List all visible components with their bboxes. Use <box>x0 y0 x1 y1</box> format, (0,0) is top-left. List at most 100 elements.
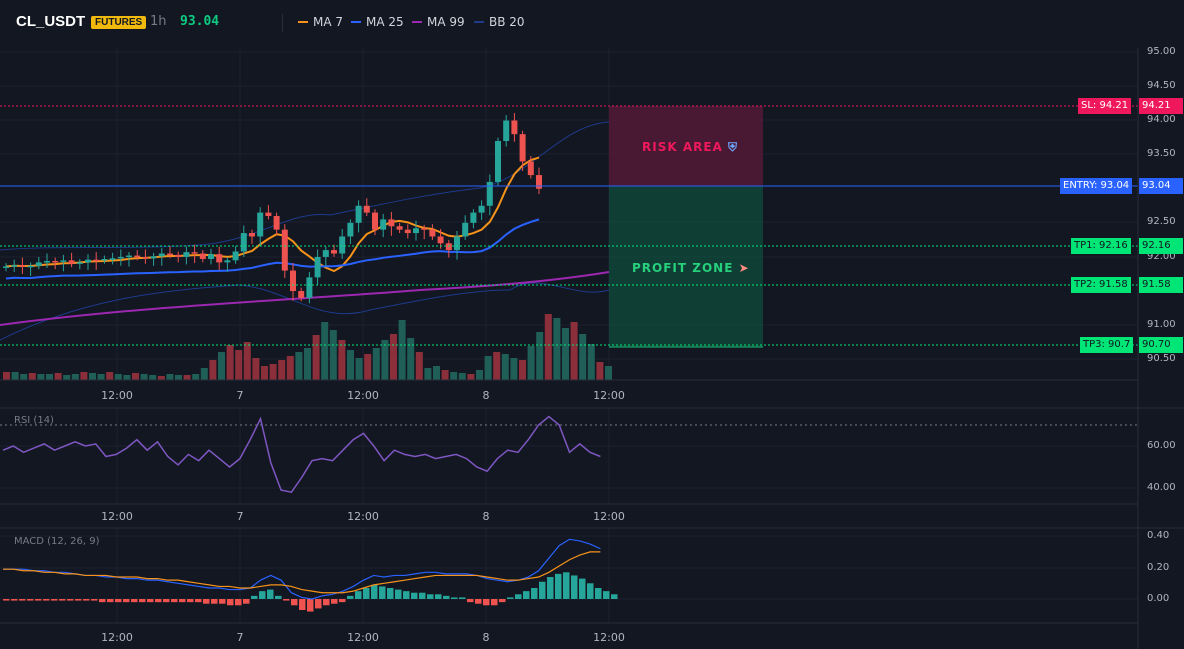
volume-bar <box>458 373 466 380</box>
volume-bar <box>252 358 260 380</box>
legend-bb20[interactable]: BB 20 <box>474 15 525 29</box>
candle-body <box>175 254 182 257</box>
volume-bar <box>536 332 544 380</box>
legend-ma99[interactable]: MA 99 <box>412 15 465 29</box>
candle-body <box>52 261 59 263</box>
macd-hist-bar <box>283 599 290 601</box>
tp2-price-tag[interactable]: 91.58 <box>1139 277 1183 293</box>
volume-bar <box>398 320 406 380</box>
macd-hist-bar <box>227 599 234 606</box>
macd-hist-bar <box>419 592 426 599</box>
candle-body <box>445 243 452 251</box>
candle-body <box>191 252 198 254</box>
macd-hist-bar <box>515 594 522 599</box>
candle-body <box>19 265 26 267</box>
macd-hist-bar <box>307 599 314 612</box>
candle-body <box>76 262 83 264</box>
candle-body <box>142 256 149 259</box>
symbol-name[interactable]: CL_USDT <box>16 13 86 30</box>
macd-hist-bar <box>523 591 530 599</box>
volume-bar <box>562 328 569 380</box>
rsi-line <box>2 415 601 494</box>
macd-hist-bar <box>43 599 50 601</box>
volume-bar <box>364 354 372 380</box>
candle-body <box>265 212 272 217</box>
timeframe-label[interactable]: 1h <box>150 14 167 29</box>
tp3-tag[interactable]: TP3: 90.7 <box>1080 337 1134 353</box>
time-tick: 12:00 <box>347 510 379 523</box>
candle-body <box>396 226 403 230</box>
candle-body <box>27 265 34 268</box>
time-tick: 7 <box>236 389 244 402</box>
candle-body <box>503 120 510 141</box>
volume-bar <box>312 335 320 380</box>
macd-hist-bar <box>611 594 618 599</box>
candlesticks <box>3 113 542 304</box>
candle-body <box>347 222 354 237</box>
macd-hist-bar <box>91 599 98 601</box>
candle-body <box>158 253 165 257</box>
legend-ma25[interactable]: MA 25 <box>351 15 404 29</box>
price-tick: 94.00 <box>1147 114 1176 125</box>
volume-bar <box>166 374 174 380</box>
tp3-price-tag[interactable]: 90.70 <box>1139 337 1183 353</box>
macd-tick: 0.20 <box>1147 562 1170 573</box>
macd-hist-bar <box>219 599 226 604</box>
moving-averages <box>0 156 610 326</box>
sl-tag[interactable]: SL: 94.21 <box>1078 98 1132 114</box>
legend-ma7[interactable]: MA 7 <box>298 15 343 29</box>
macd-hist-bar <box>595 588 602 599</box>
macd-hist-bar <box>147 599 154 603</box>
macd-hist-bar <box>35 599 42 601</box>
rsi-title[interactable]: RSI (14) <box>14 415 54 426</box>
profit-zone-box[interactable] <box>609 186 763 347</box>
macd-hist-bar <box>587 583 594 599</box>
macd-title[interactable]: MACD (12, 26, 9) <box>14 536 100 547</box>
candle-body <box>306 277 313 298</box>
macd-hist-bar <box>323 599 330 606</box>
volume-bar <box>415 352 423 380</box>
legend-swatch-icon <box>351 20 361 23</box>
macd-hist-bar <box>27 599 34 601</box>
volume-bar <box>407 338 415 380</box>
macd-hist-bar <box>75 599 82 601</box>
price-tick: 92.00 <box>1147 251 1176 262</box>
candle-body <box>355 205 362 223</box>
macd-hist-bar <box>275 595 282 599</box>
candle-body <box>183 252 190 257</box>
volume-bar <box>587 344 595 380</box>
volume-bar <box>605 366 612 380</box>
sl-price-tag[interactable]: 94.21 <box>1139 98 1183 114</box>
volume-bar <box>304 348 311 380</box>
volume-bar <box>63 375 71 380</box>
volume-bar <box>321 322 329 380</box>
macd-tick: 0.00 <box>1147 593 1170 604</box>
tp1-tag[interactable]: TP1: 92.16 <box>1071 238 1131 254</box>
entry-tag[interactable]: ENTRY: 93.04 <box>1060 178 1133 194</box>
volume-bar <box>37 374 45 380</box>
macd-hist-bar <box>123 599 130 603</box>
tp2-tag[interactable]: TP2: 91.58 <box>1071 277 1131 293</box>
candle-body <box>257 212 264 237</box>
tp1-price-tag[interactable]: 92.16 <box>1139 238 1183 254</box>
volume-bar <box>183 375 191 380</box>
volume-bar <box>484 356 492 380</box>
volume-bar <box>596 362 604 380</box>
risk-area-box[interactable] <box>609 106 763 186</box>
time-tick: 12:00 <box>101 389 133 402</box>
candle-body <box>454 236 460 251</box>
rsi-pane <box>2 415 601 494</box>
price-tick: 95.00 <box>1147 46 1176 57</box>
volume-bar <box>200 368 208 380</box>
macd-hist-bar <box>115 599 122 603</box>
time-tick: 8 <box>482 631 490 644</box>
candle-body <box>372 212 378 230</box>
macd-hist-bar <box>531 588 538 599</box>
candle-body <box>495 140 501 182</box>
risk-area-label: RISK AREA ⛨ <box>642 140 738 155</box>
macd-hist-bar <box>563 572 570 599</box>
macd-hist-bar <box>251 595 258 599</box>
candle-body <box>437 236 444 244</box>
entry-price-tag[interactable]: 93.04 <box>1139 178 1183 194</box>
